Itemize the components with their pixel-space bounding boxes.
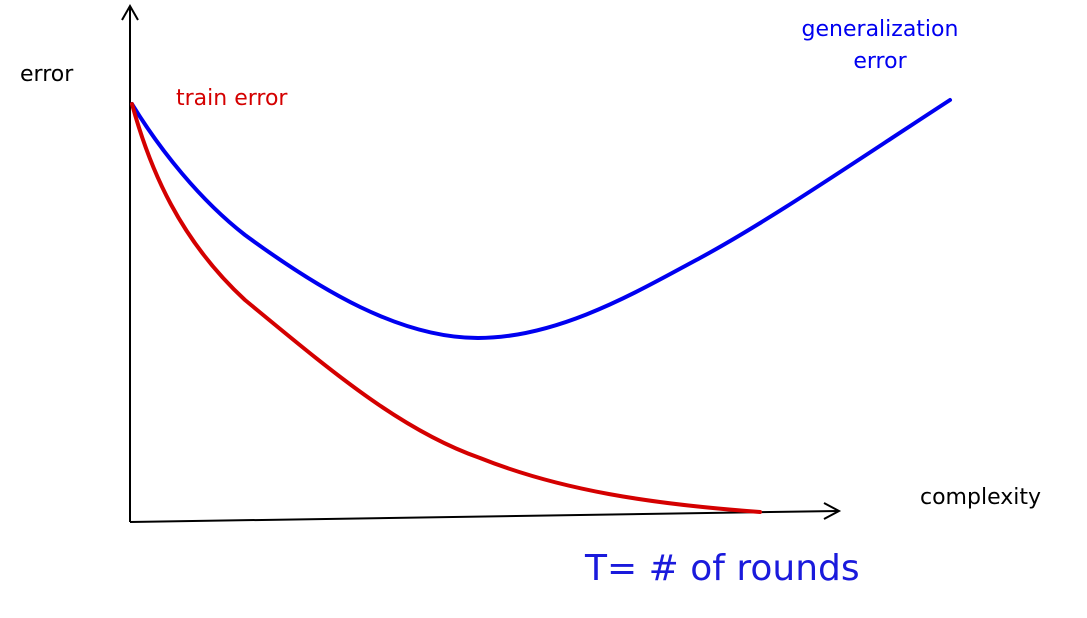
- generalization-error-label-line2: error: [853, 49, 907, 74]
- x-axis-label: complexity: [920, 485, 1041, 510]
- generalization-error-curve: [130, 98, 952, 341]
- train-error-label: train error: [176, 86, 288, 111]
- generalization-error-label: generalization error: [775, 14, 985, 78]
- rounds-caption: T= # of rounds: [585, 548, 860, 589]
- x-axis-arrowhead: [823, 502, 842, 520]
- x-axis-line: [129, 510, 839, 523]
- y-axis-label: error: [20, 62, 74, 87]
- y-axis-arrowhead: [121, 3, 139, 21]
- train-error-curve: [130, 102, 762, 514]
- generalization-error-label-line1: generalization: [801, 17, 959, 42]
